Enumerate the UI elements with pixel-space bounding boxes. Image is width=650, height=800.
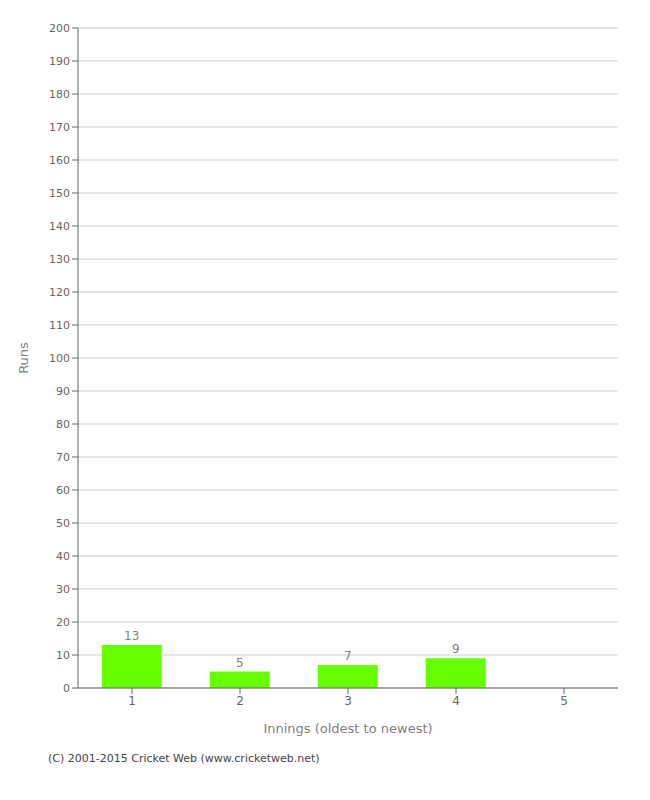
svg-text:130: 130 [49,253,70,266]
svg-text:13: 13 [124,629,139,643]
svg-text:190: 190 [49,55,70,68]
svg-text:50: 50 [56,517,70,530]
svg-text:1: 1 [128,694,136,708]
svg-text:40: 40 [56,550,70,563]
svg-text:Runs: Runs [16,342,31,374]
svg-text:90: 90 [56,385,70,398]
svg-text:9: 9 [452,642,460,656]
svg-text:Innings (oldest to newest): Innings (oldest to newest) [263,721,432,736]
svg-text:80: 80 [56,418,70,431]
svg-text:2: 2 [236,694,244,708]
svg-text:5: 5 [560,694,568,708]
svg-text:3: 3 [344,694,352,708]
svg-text:160: 160 [49,154,70,167]
svg-text:170: 170 [49,121,70,134]
svg-text:7: 7 [344,649,352,663]
svg-text:70: 70 [56,451,70,464]
svg-text:60: 60 [56,484,70,497]
svg-text:100: 100 [49,352,70,365]
svg-text:150: 150 [49,187,70,200]
html-text:(C) 2001-2015 Cricket Web (www: (C) 2001-2015 Cricket Web (www.cricketwe… [48,752,320,765]
svg-text:200: 200 [49,22,70,35]
svg-text:120: 120 [49,286,70,299]
svg-text:5: 5 [236,656,244,670]
svg-text:30: 30 [56,583,70,596]
svg-text:140: 140 [49,220,70,233]
svg-text:10: 10 [56,649,70,662]
svg-text:4: 4 [452,694,460,708]
svg-text:110: 110 [49,319,70,332]
svg-text:180: 180 [49,88,70,101]
svg-text:20: 20 [56,616,70,629]
svg-text:0: 0 [63,682,70,695]
